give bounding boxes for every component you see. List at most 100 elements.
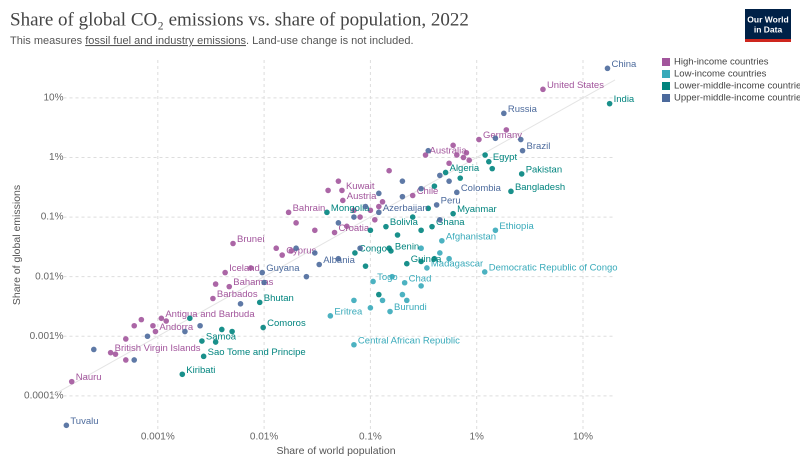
point-label: Bahrain — [293, 203, 326, 214]
legend-swatch — [662, 70, 670, 78]
point — [222, 269, 228, 276]
point — [152, 328, 159, 335]
point-label: Austria — [347, 191, 377, 202]
point — [273, 245, 280, 252]
subtitle-text: This measures — [10, 35, 85, 47]
point — [248, 265, 254, 271]
point — [606, 100, 613, 107]
point — [200, 353, 207, 360]
legend-label: High-income countries — [674, 57, 769, 68]
point — [376, 209, 382, 216]
y-tick-label: 0.01% — [35, 271, 63, 282]
point-label: Iceland — [229, 263, 260, 274]
point — [357, 245, 363, 252]
point — [422, 152, 429, 158]
point — [312, 227, 318, 234]
point — [401, 279, 408, 286]
point — [425, 205, 432, 212]
point — [352, 250, 358, 256]
point — [376, 190, 382, 197]
point — [463, 149, 470, 156]
point — [370, 278, 376, 285]
point-label: Nauru — [76, 372, 102, 383]
point-label: Kiribati — [186, 365, 215, 376]
point-label: Mongolia — [331, 203, 370, 214]
point-label: Myanmar — [457, 204, 497, 215]
x-tick-label: 0.001% — [141, 432, 175, 443]
logo-text: in Data — [754, 24, 783, 34]
point — [492, 135, 499, 142]
point — [446, 255, 452, 262]
point — [482, 152, 488, 158]
x-axis-title: Share of world population — [276, 445, 395, 457]
point — [327, 313, 334, 319]
point — [450, 142, 456, 149]
subtitle-link[interactable]: fossil fuel and industry emissions — [85, 35, 246, 47]
point — [335, 178, 342, 184]
point-label: Bhutan — [264, 293, 294, 304]
point — [261, 279, 267, 286]
point — [429, 223, 435, 230]
point — [351, 207, 357, 214]
legend-label: Low-income countries — [674, 69, 767, 80]
point — [486, 158, 492, 165]
point — [476, 136, 482, 143]
y-tick-label: 0.1% — [41, 212, 64, 223]
point — [409, 214, 416, 220]
point — [339, 187, 345, 194]
point — [376, 291, 382, 298]
point — [418, 245, 424, 252]
point — [442, 169, 449, 176]
point — [123, 357, 129, 363]
point — [446, 160, 452, 167]
point-label: Antigua and Barbuda — [165, 309, 255, 320]
point — [210, 295, 216, 302]
point-label: Samoa — [206, 332, 237, 343]
point-label: Bangladesh — [515, 182, 565, 193]
point — [501, 110, 507, 117]
point — [138, 316, 145, 323]
point — [399, 178, 406, 184]
point — [182, 328, 188, 335]
point — [489, 165, 496, 172]
point — [218, 326, 225, 333]
point — [433, 202, 440, 208]
legend-label: Lower-middle-income countries — [674, 81, 800, 92]
point-label: Andorra — [159, 322, 194, 333]
point-label: Comoros — [267, 318, 306, 329]
point-label: Croatia — [339, 223, 370, 234]
point — [372, 216, 378, 223]
point-label: Algeria — [450, 163, 480, 174]
point — [431, 255, 438, 262]
point — [519, 147, 526, 154]
point — [389, 273, 395, 280]
point — [362, 203, 369, 210]
point — [437, 216, 443, 223]
point — [279, 252, 285, 258]
point — [518, 171, 525, 177]
point — [437, 250, 443, 256]
logo[interactable] — [745, 9, 791, 42]
point — [199, 338, 205, 344]
point — [403, 260, 410, 267]
point-label: Russia — [508, 104, 538, 115]
point — [418, 258, 424, 265]
y-tick-label: 0.0001% — [24, 390, 64, 401]
point — [439, 237, 445, 244]
point — [144, 333, 151, 340]
point — [351, 214, 357, 220]
subtitle: This measures fossil fuel and industry e… — [10, 35, 414, 47]
point — [399, 193, 406, 200]
point-label: Burundi — [394, 302, 427, 313]
point — [230, 240, 236, 247]
point — [237, 301, 244, 307]
point — [212, 281, 219, 287]
point — [179, 371, 186, 378]
point-label: Chile — [417, 186, 439, 197]
logo-text: Our World — [747, 14, 788, 24]
point-label: Ethiopia — [499, 221, 534, 232]
point — [362, 263, 369, 269]
point — [376, 203, 382, 210]
point — [424, 265, 430, 271]
point — [446, 178, 452, 184]
